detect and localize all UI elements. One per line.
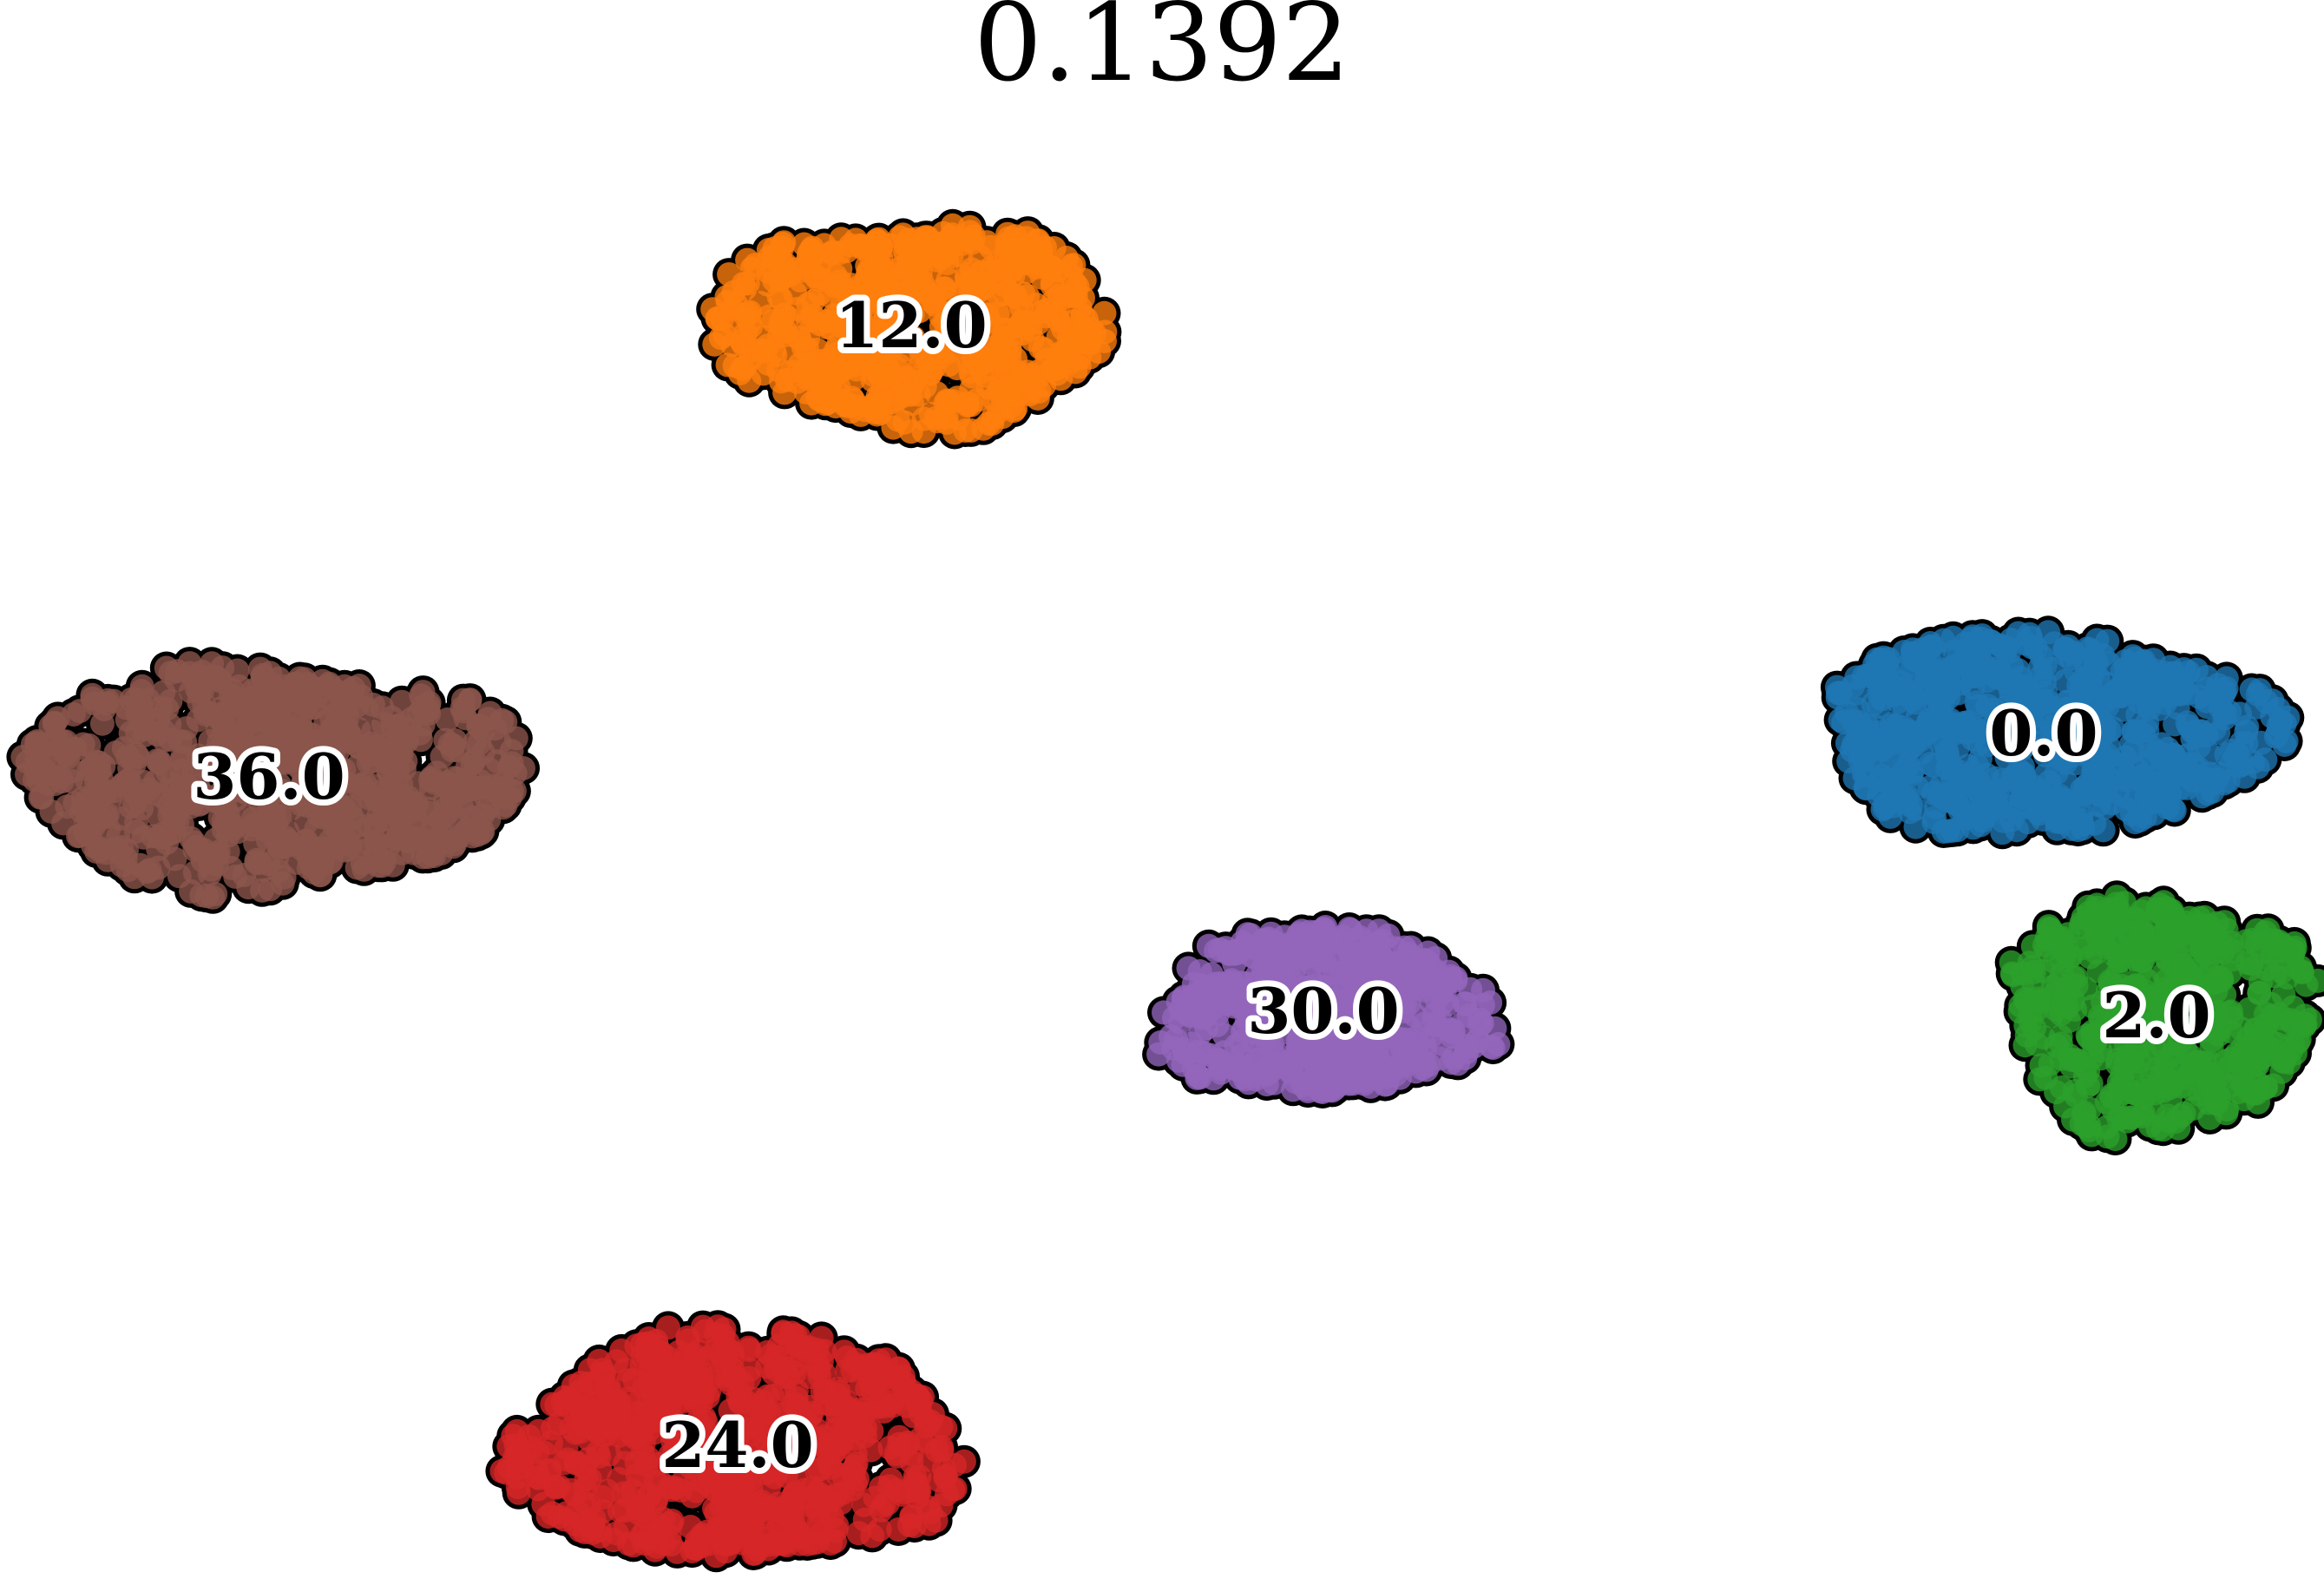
data-point — [2214, 666, 2239, 691]
data-point — [2071, 670, 2096, 695]
data-point — [2091, 643, 2116, 668]
data-point — [1862, 714, 1887, 739]
data-point — [1931, 819, 1956, 844]
data-point — [2200, 779, 2225, 804]
data-point — [2147, 789, 2172, 814]
data-point — [1946, 644, 1971, 669]
data-point — [2052, 636, 2078, 661]
data-point — [2245, 681, 2270, 707]
data-point — [2206, 720, 2231, 746]
data-point — [2123, 655, 2148, 680]
data-point — [1968, 801, 1993, 826]
data-point — [2180, 720, 2205, 745]
data-point — [2113, 797, 2138, 822]
data-point — [2091, 818, 2116, 843]
data-point — [1903, 690, 1928, 715]
data-point — [2147, 696, 2172, 721]
data-point — [1948, 671, 1973, 696]
data-point — [2125, 702, 2150, 727]
data-point — [1930, 692, 1955, 717]
cluster-points — [10, 213, 2324, 1569]
data-point — [1968, 626, 1993, 651]
cluster-outlines — [6, 208, 2324, 1573]
data-point — [1842, 766, 1868, 791]
data-point — [2234, 720, 2259, 744]
data-point — [2109, 752, 2134, 777]
data-point — [2266, 697, 2291, 721]
data-point — [1918, 631, 1943, 655]
data-point — [2129, 676, 2154, 701]
data-point — [2092, 795, 2117, 820]
data-point — [1825, 681, 1850, 706]
data-point — [1947, 772, 1973, 797]
data-point — [1866, 674, 1891, 700]
chart-title: 0.1392 — [974, 0, 1350, 106]
data-point — [1960, 727, 1986, 752]
data-point — [2245, 754, 2270, 780]
data-point — [1840, 738, 1864, 763]
data-point — [1927, 783, 1952, 808]
data-point — [2164, 753, 2189, 778]
data-point — [1888, 789, 1914, 814]
data-point — [2161, 661, 2186, 686]
data-point — [2263, 724, 2288, 749]
data-point — [2071, 782, 2097, 807]
data-point — [2000, 673, 2025, 698]
data-point — [2100, 715, 2125, 740]
data-point — [1901, 733, 1927, 758]
data-point — [2032, 792, 2058, 817]
data-point — [2005, 818, 2029, 843]
data-point — [1862, 652, 1887, 677]
